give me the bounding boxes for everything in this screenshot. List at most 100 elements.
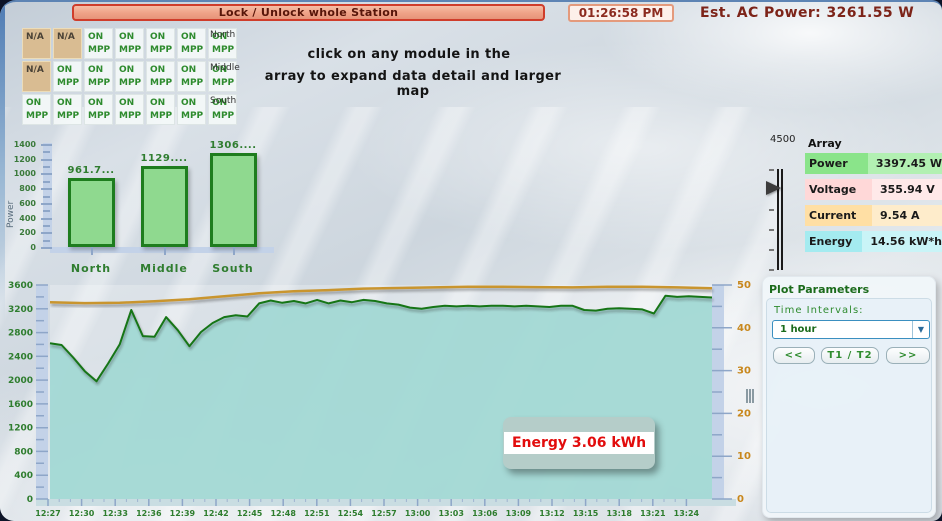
module-cell[interactable]: N/A — [22, 61, 51, 92]
svg-text:12:33: 12:33 — [102, 509, 127, 518]
bar-y-tick-label: 1400 — [13, 140, 36, 149]
svg-text:1200: 1200 — [8, 424, 33, 434]
array-data-row: Voltage 355.94 V — [805, 179, 942, 200]
bar-y-tick-label: 0 — [30, 243, 36, 252]
hint-text-line2: array to expand data detail and larger m… — [264, 69, 562, 99]
module-cell[interactable]: ON MPP — [115, 94, 144, 125]
module-cell[interactable]: ON MPP — [208, 28, 237, 59]
array-row-label: Middle — [210, 63, 240, 73]
array-data-row: Current 9.54 A — [805, 205, 942, 226]
module-cell[interactable]: ON MPP — [53, 61, 82, 92]
bar-x-tick — [233, 247, 235, 255]
svg-text:12:27: 12:27 — [35, 509, 60, 518]
module-cell[interactable]: N/A — [22, 28, 51, 59]
module-cell[interactable]: N/A — [53, 28, 82, 59]
array-data-label: Power — [805, 153, 868, 174]
module-cell[interactable]: ON MPP — [84, 94, 113, 125]
array-data-row: Energy 14.56 kW*h — [805, 231, 942, 252]
svg-text:13:06: 13:06 — [472, 509, 498, 518]
svg-text:13:00: 13:00 — [405, 509, 431, 518]
slider-tick — [769, 269, 774, 271]
module-cell[interactable]: ON MPP — [115, 61, 144, 92]
array-row-label: North — [210, 30, 236, 40]
module-cell[interactable]: ON MPP — [84, 61, 113, 92]
bar-y-tick-label: 200 — [19, 228, 36, 238]
svg-text:800: 800 — [14, 447, 33, 457]
svg-text:10: 10 — [737, 451, 751, 462]
svg-text:12:45: 12:45 — [237, 509, 263, 518]
module-cell[interactable]: ON MPP — [22, 94, 51, 125]
bar-y-tick-label: 600 — [19, 198, 36, 208]
plot-parameters-panel: Plot Parameters Time Intervals: 1 hour ▼… — [762, 276, 936, 518]
bar-y-tick — [43, 224, 50, 227]
bar-category-label: South — [212, 262, 254, 275]
main-chart-svg: 0 400 800 1200 1600 2000 2400 2800 3200 3600 0 10 20… — [8, 280, 751, 518]
svg-text:0: 0 — [737, 494, 744, 505]
svg-text:3600: 3600 — [8, 281, 33, 291]
svg-text:1600: 1600 — [8, 400, 33, 410]
module-cell[interactable]: ON MPP — [177, 94, 206, 125]
svg-text:40: 40 — [737, 323, 751, 334]
slider-max-label: 4500 — [770, 134, 796, 145]
page-back-button[interactable]: << — [773, 347, 815, 364]
chevron-down-icon[interactable]: ▼ — [912, 321, 929, 338]
module-cell[interactable]: ON MPP — [208, 94, 237, 125]
svg-text:30: 30 — [737, 366, 751, 377]
module-cell[interactable]: ON MPP — [177, 61, 206, 92]
bar-north[interactable] — [67, 178, 115, 247]
plot-parameters-body: Time Intervals: 1 hour ▼ << T1 / T2 >> — [766, 298, 932, 513]
svg-text:12:42: 12:42 — [203, 509, 228, 518]
module-cell[interactable]: ON MPP — [53, 94, 82, 125]
svg-text:2000: 2000 — [8, 376, 33, 386]
bar-y-tick — [41, 217, 52, 220]
bar-middle[interactable] — [140, 166, 188, 247]
array-data-value: 3397.45 W — [867, 153, 942, 174]
window-left-frame — [0, 2, 5, 322]
bar-y-tick — [43, 239, 50, 242]
svg-text:12:54: 12:54 — [338, 509, 364, 518]
bar-x-tick — [91, 247, 93, 255]
svg-text:12:57: 12:57 — [371, 509, 396, 518]
svg-text:13:21: 13:21 — [640, 509, 666, 518]
module-cell[interactable]: ON MPP — [84, 28, 113, 59]
lock-unlock-station-button[interactable]: Lock / Unlock whole Station — [72, 4, 545, 21]
array-data-label: Voltage — [805, 179, 872, 200]
estimated-ac-power-label: Est. AC Power: 3261.55 W — [700, 5, 915, 21]
array-data-value: 14.56 kW*h — [862, 231, 942, 252]
power-scale-slider-track[interactable] — [777, 169, 783, 270]
svg-text:13:18: 13:18 — [606, 509, 632, 518]
bar-y-tick — [43, 210, 50, 213]
bar-y-tick-label: 1000 — [13, 169, 36, 179]
svg-text:13:15: 13:15 — [573, 509, 599, 518]
module-cell[interactable]: ON MPP — [146, 28, 175, 59]
clock-display: 01:26:58 PM — [568, 4, 674, 22]
power-scale-slider-thumb[interactable] — [766, 181, 781, 195]
module-cell[interactable]: ON MPP — [146, 61, 175, 92]
page-forward-button[interactable]: >> — [886, 347, 930, 364]
module-cell[interactable]: ON MPP — [208, 61, 237, 92]
array-data-value: 355.94 V — [872, 179, 942, 200]
svg-text:13:09: 13:09 — [506, 509, 532, 518]
array-data-label: Current — [805, 205, 872, 226]
svg-text:12:51: 12:51 — [304, 509, 330, 518]
bar-y-tick — [41, 158, 52, 161]
svg-text:12:30: 12:30 — [69, 509, 95, 518]
bar-y-tick — [43, 180, 50, 183]
splitter-grip[interactable] — [746, 389, 754, 403]
time-interval-dropdown[interactable]: 1 hour ▼ — [772, 320, 930, 339]
svg-text:50: 50 — [737, 280, 751, 291]
t1-t2-button[interactable]: T1 / T2 — [821, 347, 879, 364]
time-intervals-label: Time Intervals: — [774, 305, 864, 316]
svg-text:20: 20 — [737, 408, 751, 419]
module-cell[interactable]: ON MPP — [146, 94, 175, 125]
array-data-label: Energy — [805, 231, 863, 252]
bar-south[interactable] — [209, 153, 257, 247]
bar-y-tick-label: 1200 — [13, 154, 36, 164]
array-panel-rows: Power 3397.45 W Voltage 355.94 V Current 9.54… — [805, 153, 942, 257]
bar-y-tick — [41, 247, 52, 249]
svg-text:12:48: 12:48 — [270, 509, 296, 518]
main-chart[interactable]: 0 400 800 1200 1600 2000 2400 2800 3200 3600 0 10 20… — [0, 278, 760, 521]
module-cell[interactable]: ON MPP — [115, 28, 144, 59]
module-cell[interactable]: ON MPP — [177, 28, 206, 59]
